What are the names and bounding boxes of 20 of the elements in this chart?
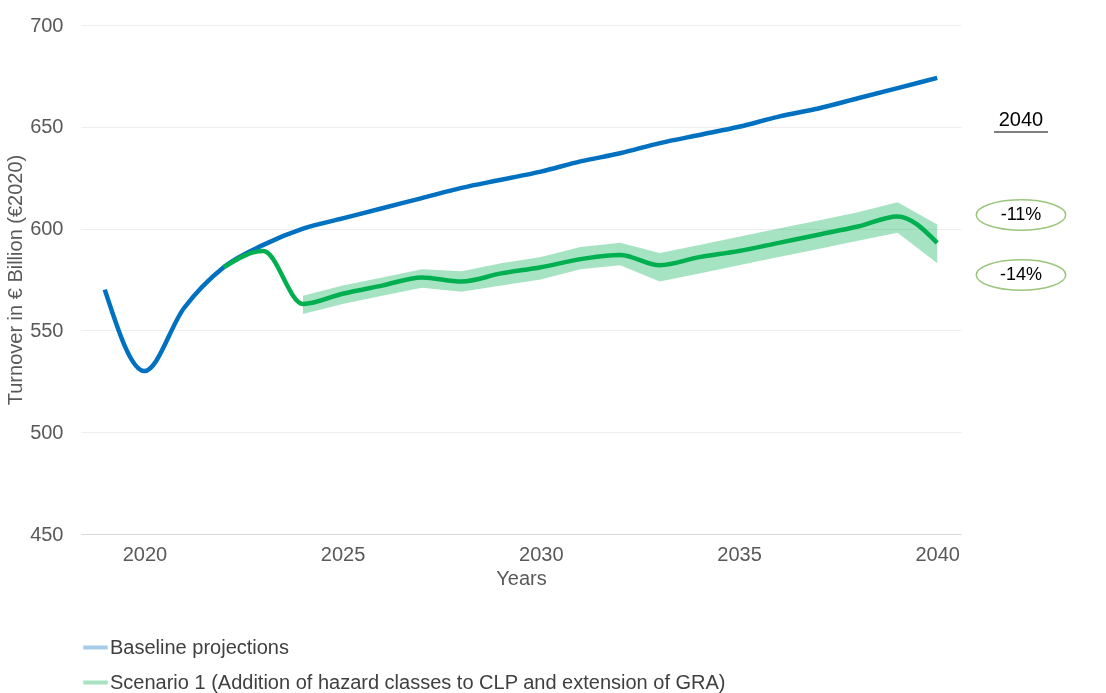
text: 2040 (998, 108, 1044, 130)
y-tick-label: 450 (30, 522, 64, 545)
text: -11% (1000, 204, 1042, 224)
x-axis-title: Years (496, 566, 547, 589)
text: -14% (999, 264, 1043, 284)
x-tick-label: 2040 (915, 542, 960, 565)
x-tick-label: 2025 (320, 542, 366, 565)
y-tick-label: 500 (30, 420, 64, 443)
y-tick-label: 550 (30, 318, 64, 341)
x-tick-label: 2035 (717, 542, 762, 565)
x-tick-label: 2030 (519, 542, 564, 565)
legend-label: Scenario 1 (Addition of hazard classes to CLP and extension of GRA) (110, 670, 726, 693)
y-axis-title: Turnover in € Billion (€2020) (4, 154, 27, 406)
legend-label: Baseline projections (110, 635, 289, 658)
line-series (102, 75, 940, 374)
line-series (221, 214, 940, 307)
y-tick-label: 700 (30, 13, 64, 36)
y-tick-label: 600 (30, 217, 64, 240)
x-tick-label: 2020 (122, 542, 168, 565)
y-tick-label: 650 (30, 115, 64, 138)
